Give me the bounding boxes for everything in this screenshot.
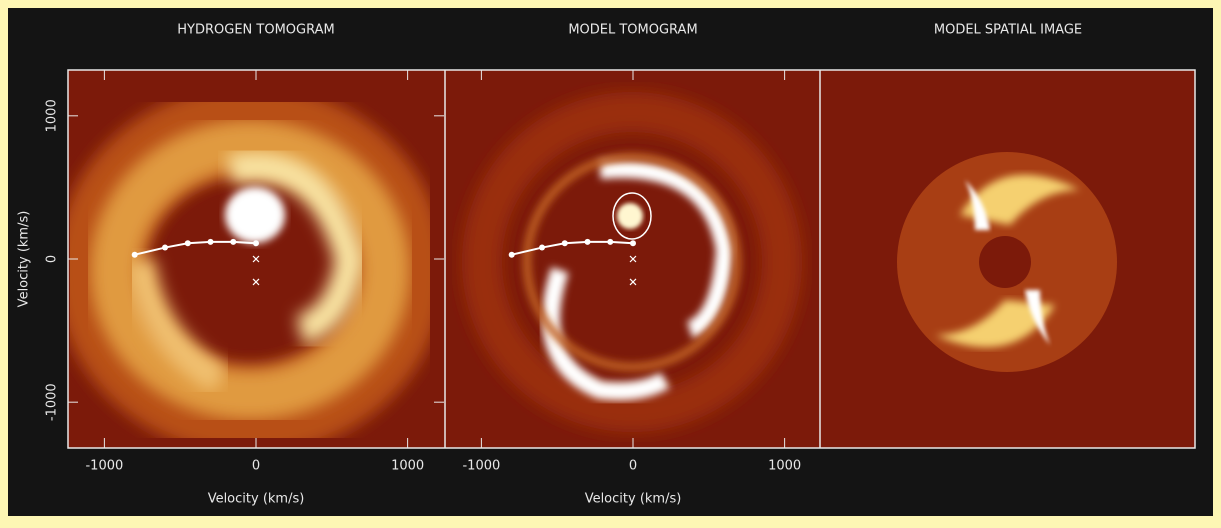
cross-marker [252, 255, 260, 263]
trajectory-point [508, 251, 515, 258]
x-tick-label: -1000 [462, 459, 500, 474]
panel-title: MODEL TOMOGRAM [568, 23, 697, 38]
y-tick-label: 1000 [45, 99, 60, 132]
trajectory-point [207, 238, 214, 245]
x-tick-label: -1000 [85, 459, 123, 474]
cross-marker [629, 255, 637, 263]
trajectory-point [131, 251, 138, 258]
trajectory-point [230, 238, 237, 245]
trajectory-point [184, 240, 191, 247]
trajectory-line [511, 240, 634, 256]
x-tick-label: 1000 [391, 459, 424, 474]
x-tick-label: 0 [629, 459, 637, 474]
trajectory-point [162, 244, 169, 251]
cross-marker [629, 278, 637, 286]
x-axis-label: Velocity (km/s) [585, 492, 682, 507]
panel-title: MODEL SPATIAL IMAGE [934, 23, 1082, 38]
image-3 [820, 70, 1195, 448]
cross-marker [252, 278, 260, 286]
x-axis-label: Velocity (km/s) [208, 492, 305, 507]
trajectory-point [561, 240, 568, 247]
trajectory-point [607, 238, 614, 245]
y-tick-label: -1000 [45, 383, 60, 421]
trajectory-point [584, 238, 591, 245]
panel-title: HYDROGEN TOMOGRAM [177, 23, 334, 38]
x-tick-label: 1000 [768, 459, 801, 474]
trajectory-point [253, 240, 259, 247]
x-tick-label: 0 [252, 459, 260, 474]
trajectory-line [134, 240, 257, 256]
y-tick-label: 0 [45, 255, 60, 263]
trajectory-point [630, 240, 636, 247]
trajectory-point [539, 244, 546, 251]
y-axis-label: Velocity (km/s) [17, 211, 32, 308]
